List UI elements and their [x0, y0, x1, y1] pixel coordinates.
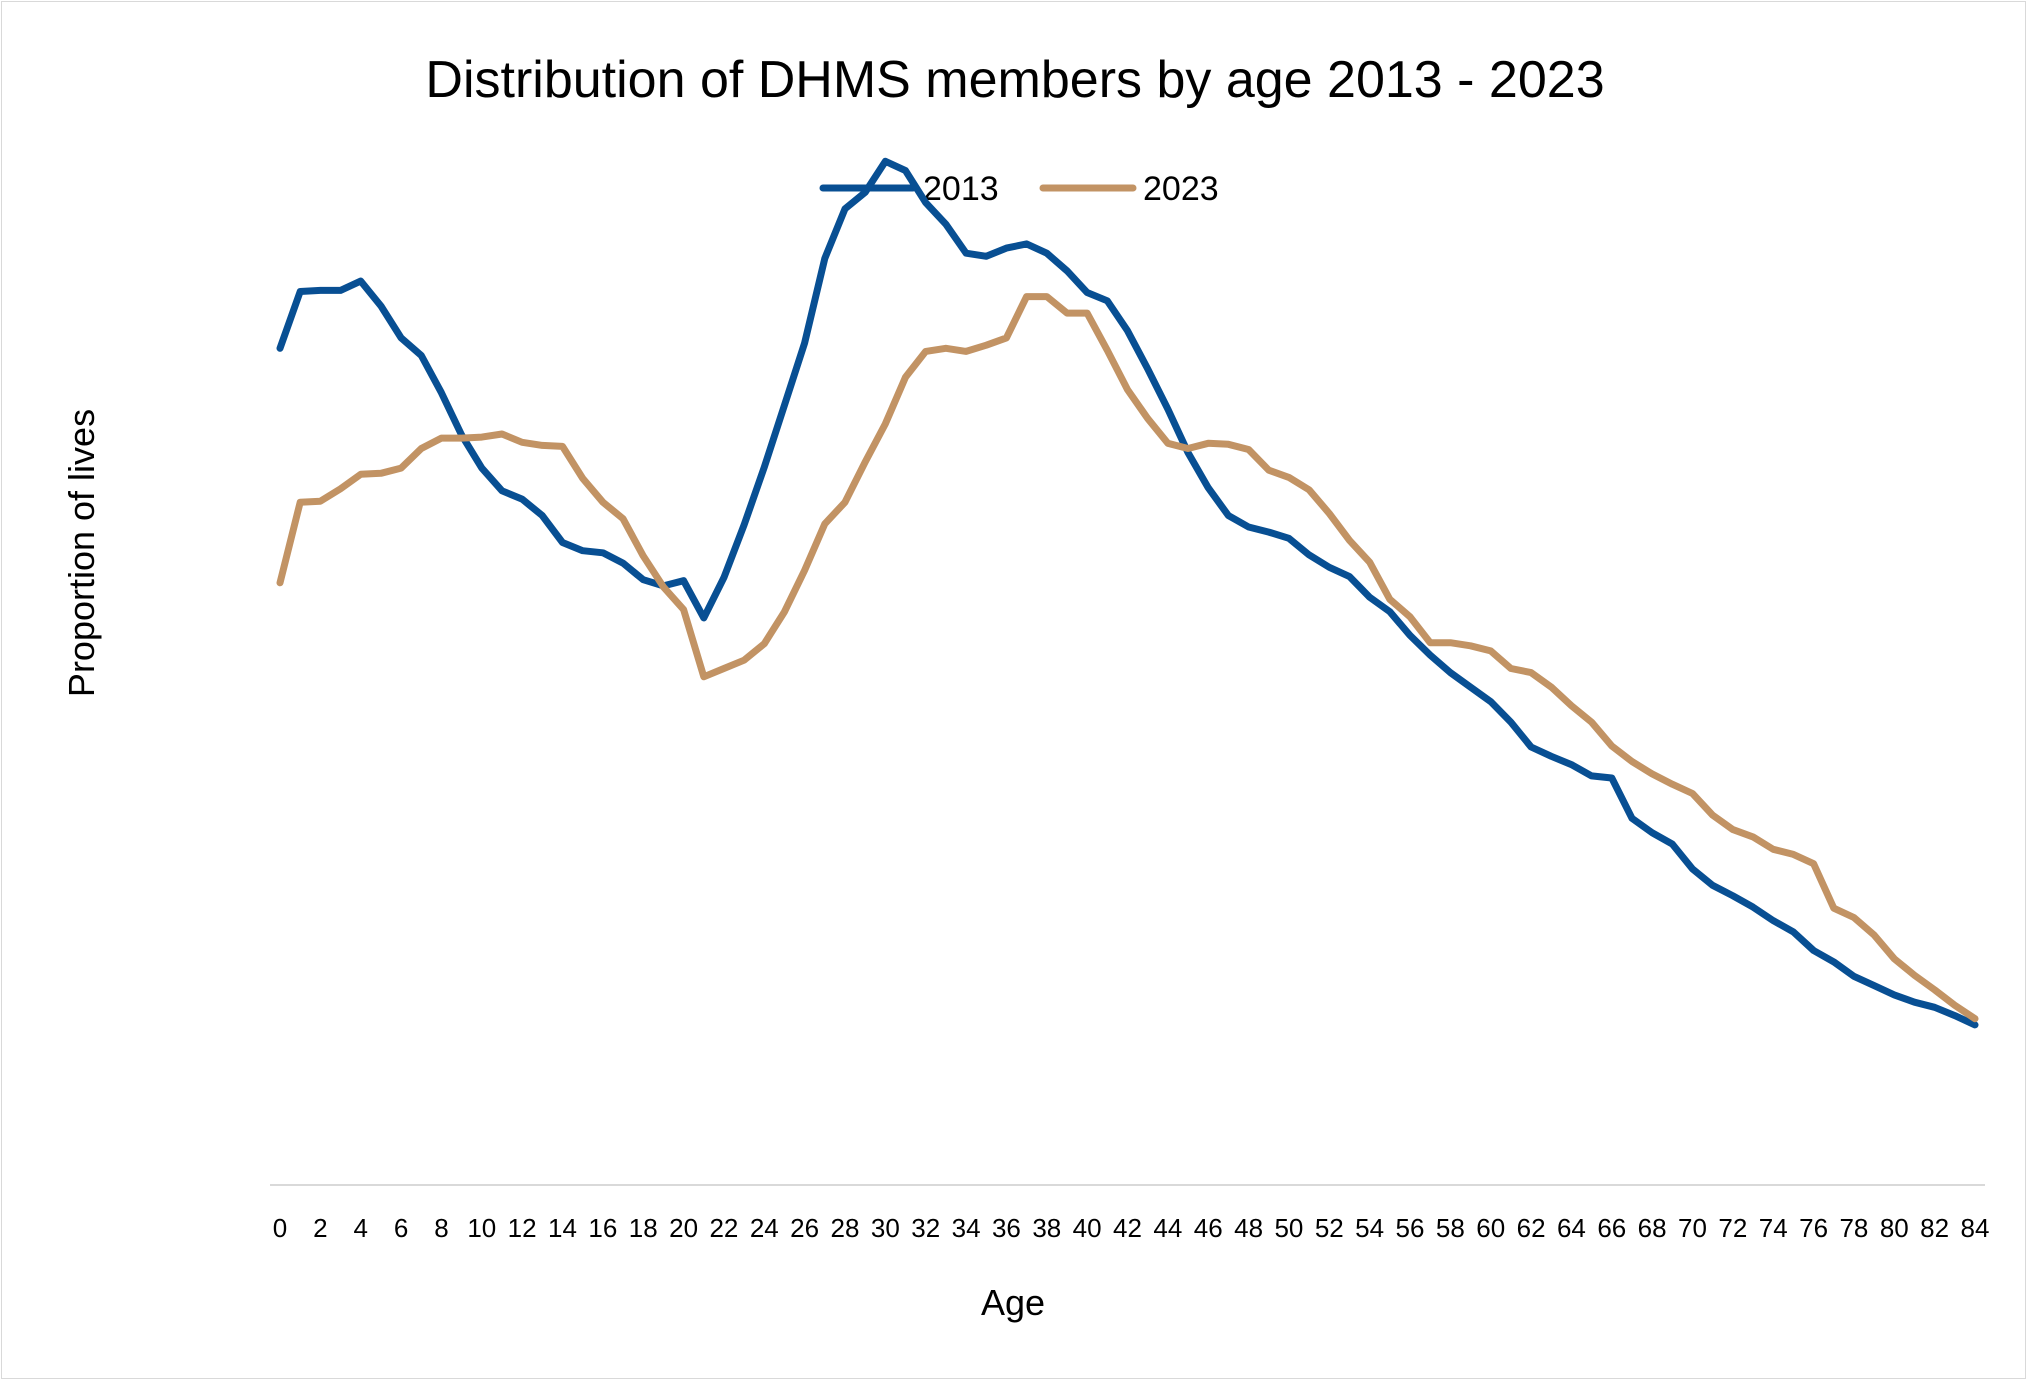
x-tick-label: 2 — [313, 1213, 327, 1243]
x-tick-label: 12 — [508, 1213, 537, 1243]
x-tick-label: 58 — [1436, 1213, 1465, 1243]
x-tick-label: 48 — [1234, 1213, 1263, 1243]
x-tick-label: 14 — [548, 1213, 577, 1243]
plot-area — [276, 157, 1979, 1029]
x-tick-label: 28 — [831, 1213, 860, 1243]
x-axis-ticks: 0 2 4 6 8 10 12 14 16 18 20 22 24 26 28 30 32 34 36 38 40 42 4… — [273, 1213, 1990, 1243]
legend: 2013 2023 — [819, 170, 1219, 208]
x-tick-label: 40 — [1073, 1213, 1102, 1243]
x-tick-label: 60 — [1476, 1213, 1505, 1243]
x-tick-label: 32 — [911, 1213, 940, 1243]
legend-label-2023: 2023 — [1143, 170, 1219, 208]
x-tick-label: 0 — [273, 1213, 287, 1243]
x-tick-label: 22 — [709, 1213, 738, 1243]
x-axis-title: Age — [981, 1282, 1045, 1323]
x-tick-label: 64 — [1557, 1213, 1586, 1243]
x-tick-label: 84 — [1961, 1213, 1990, 1243]
x-tick-label: 30 — [871, 1213, 900, 1243]
x-tick-label: 18 — [629, 1213, 658, 1243]
legend-label-2013: 2013 — [923, 170, 999, 208]
x-tick-label: 54 — [1355, 1213, 1384, 1243]
x-tick-label: 6 — [394, 1213, 408, 1243]
x-tick-label: 20 — [669, 1213, 698, 1243]
x-tick-label: 8 — [434, 1213, 448, 1243]
x-tick-label: 74 — [1759, 1213, 1788, 1243]
x-tick-label: 68 — [1638, 1213, 1667, 1243]
x-tick-label: 80 — [1880, 1213, 1909, 1243]
x-tick-label: 72 — [1718, 1213, 1747, 1243]
x-tick-label: 4 — [353, 1213, 367, 1243]
x-tick-label: 24 — [750, 1213, 779, 1243]
x-tick-label: 70 — [1678, 1213, 1707, 1243]
x-tick-label: 36 — [992, 1213, 1021, 1243]
x-tick-label: 66 — [1597, 1213, 1626, 1243]
x-tick-label: 76 — [1799, 1213, 1828, 1243]
x-tick-label: 44 — [1153, 1213, 1182, 1243]
x-tick-label: 78 — [1839, 1213, 1868, 1243]
chart-title: Distribution of DHMS members by age 2013… — [425, 51, 1604, 109]
x-tick-label: 56 — [1396, 1213, 1425, 1243]
x-tick-label: 62 — [1517, 1213, 1546, 1243]
y-axis-title: Proportion of lives — [61, 409, 102, 697]
x-tick-label: 34 — [952, 1213, 981, 1243]
x-tick-label: 10 — [467, 1213, 496, 1243]
x-tick-label: 52 — [1315, 1213, 1344, 1243]
series-line-2023 — [276, 293, 1979, 1023]
x-tick-label: 46 — [1194, 1213, 1223, 1243]
x-tick-label: 50 — [1274, 1213, 1303, 1243]
x-tick-label: 16 — [588, 1213, 617, 1243]
series-line-2013 — [276, 157, 1979, 1029]
x-tick-label: 38 — [1032, 1213, 1061, 1243]
x-tick-label: 26 — [790, 1213, 819, 1243]
x-tick-label: 42 — [1113, 1213, 1142, 1243]
x-tick-label: 82 — [1920, 1213, 1949, 1243]
